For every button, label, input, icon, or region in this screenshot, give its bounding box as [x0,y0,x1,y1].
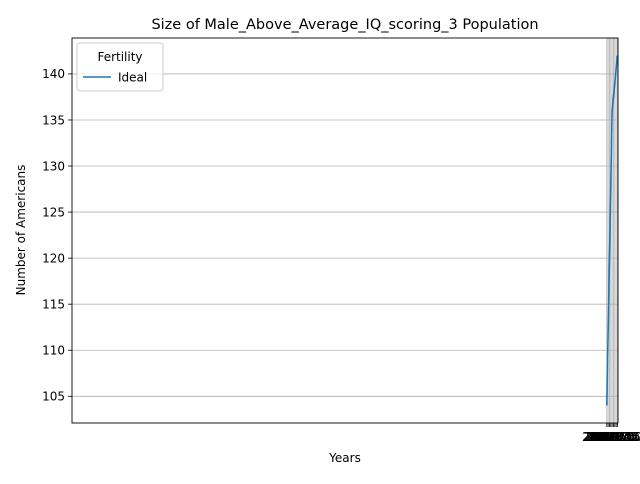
legend: Fertility Ideal [77,43,163,91]
y-tick-label: 130 [42,159,65,173]
y-tick-label: 135 [42,113,65,127]
y-tick-label: 115 [42,297,65,311]
chart-title: Size of Male_Above_Average_IQ_scoring_3 … [151,17,538,33]
x-axis-label: Years [328,451,361,465]
y-tick-label: 120 [42,251,65,265]
legend-label-ideal: Ideal [118,71,147,85]
y-axis-label: Number of Americans [14,165,28,296]
y-tick-label: 140 [42,67,65,81]
y-tick-label: 105 [42,390,65,404]
legend-title: Fertility [97,50,142,64]
x-tick-label: 2070.00 [593,430,640,444]
y-tick-label: 110 [42,344,65,358]
y-tick-label: 125 [42,205,65,219]
